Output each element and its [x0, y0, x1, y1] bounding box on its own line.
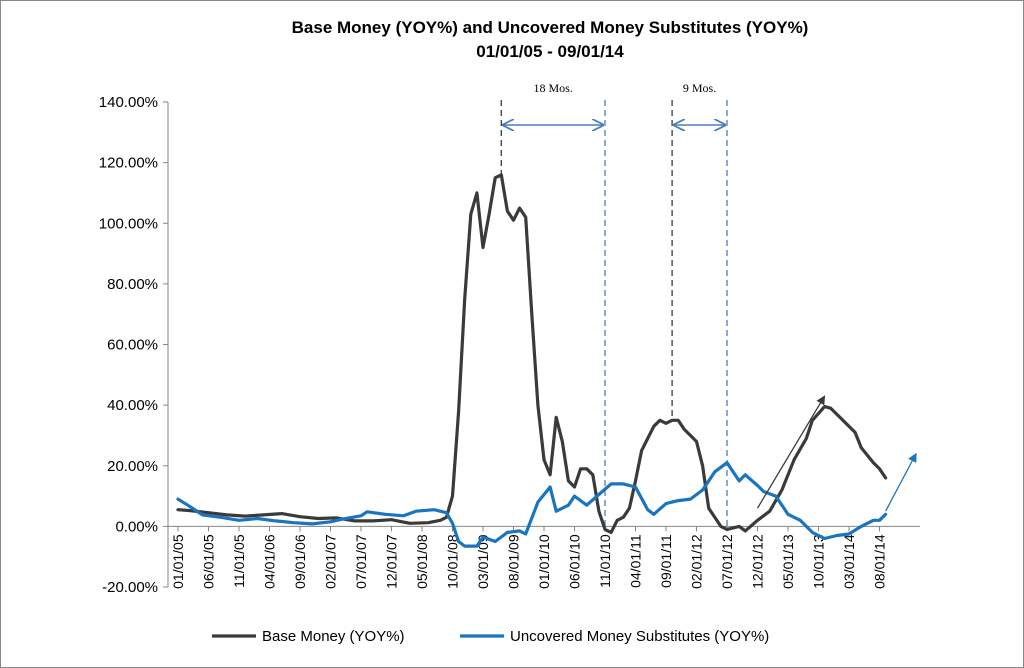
x-tick-label: 01/01/05: [170, 534, 186, 589]
chart-title-line1: Base Money (YOY%) and Uncovered Money Su…: [291, 18, 809, 37]
x-tick-label: 03/01/09: [475, 534, 491, 589]
series-lines: [176, 173, 917, 548]
y-tick-label: 100.00%: [99, 215, 158, 232]
x-tick-label: 02/01/12: [689, 534, 705, 589]
x-tick-label: 07/01/12: [719, 534, 735, 589]
legend-label: Uncovered Money Substitutes (YOY%): [510, 628, 769, 645]
chart-title-line2: 01/01/05 - 09/01/14: [476, 42, 624, 61]
x-tick-label: 07/01/07: [353, 534, 369, 589]
x-tick-label: 12/01/07: [384, 534, 400, 589]
y-axis: -20.00% 0.00% 20.00% 40.00% 60.00% 80.00% 100.…: [99, 94, 169, 596]
series-line-base-money: [176, 173, 888, 534]
x-tick-label: 09/01/11: [658, 534, 674, 588]
x-tick-label: 10/01/13: [811, 534, 827, 589]
x-axis: 01/01/05 06/01/05 11/01/05 04/01/06 09/01/06…: [168, 525, 920, 589]
y-tick-label: 120.00%: [99, 155, 158, 172]
y-tick-label: 60.00%: [107, 337, 158, 354]
y-tick-label: 40.00%: [107, 397, 158, 414]
legend: Base Money (YOY%) Uncovered Money Substit…: [212, 628, 769, 645]
x-tick-label: 04/01/06: [262, 534, 278, 589]
x-tick-label: 11/01/05: [231, 534, 247, 588]
trend-arrow: [756, 395, 826, 509]
x-tick-label: 02/01/07: [323, 534, 339, 589]
y-tick-label: 20.00%: [107, 458, 158, 475]
x-tick-label: 03/01/14: [841, 534, 857, 589]
x-tick-label: 01/01/10: [536, 534, 552, 589]
y-tick-label: -20.00%: [102, 579, 158, 596]
x-tick-label: 08/01/09: [506, 534, 522, 589]
y-tick-label: 0.00%: [115, 518, 158, 535]
x-tick-label: 04/01/11: [628, 534, 644, 588]
x-tick-label: 05/01/08: [414, 534, 430, 589]
x-tick-label: 09/01/06: [292, 534, 308, 589]
annotation-label: 18 Mos.: [533, 81, 572, 95]
x-tick-label: 11/01/10: [597, 534, 613, 588]
x-tick-label: 08/01/14: [872, 534, 888, 589]
x-tick-label: 12/01/12: [750, 534, 766, 589]
x-tick-label: 06/01/05: [201, 534, 217, 589]
chart-title: Base Money (YOY%) and Uncovered Money Su…: [0, 16, 1024, 64]
legend-label: Base Money (YOY%): [262, 628, 405, 645]
annotations: 18 Mos. 9 Mos.: [500, 81, 728, 527]
y-tick-label: 80.00%: [107, 276, 158, 293]
y-tick-label: 140.00%: [99, 94, 158, 111]
trend-arrow: [885, 452, 917, 512]
x-tick-label: 06/01/10: [567, 534, 583, 589]
annotation-label: 9 Mos.: [683, 81, 716, 95]
x-tick-label: 10/01/08: [445, 534, 461, 589]
series-line-uncovered-money-substitutes: [176, 461, 888, 548]
x-tick-label: 05/01/13: [780, 534, 796, 589]
